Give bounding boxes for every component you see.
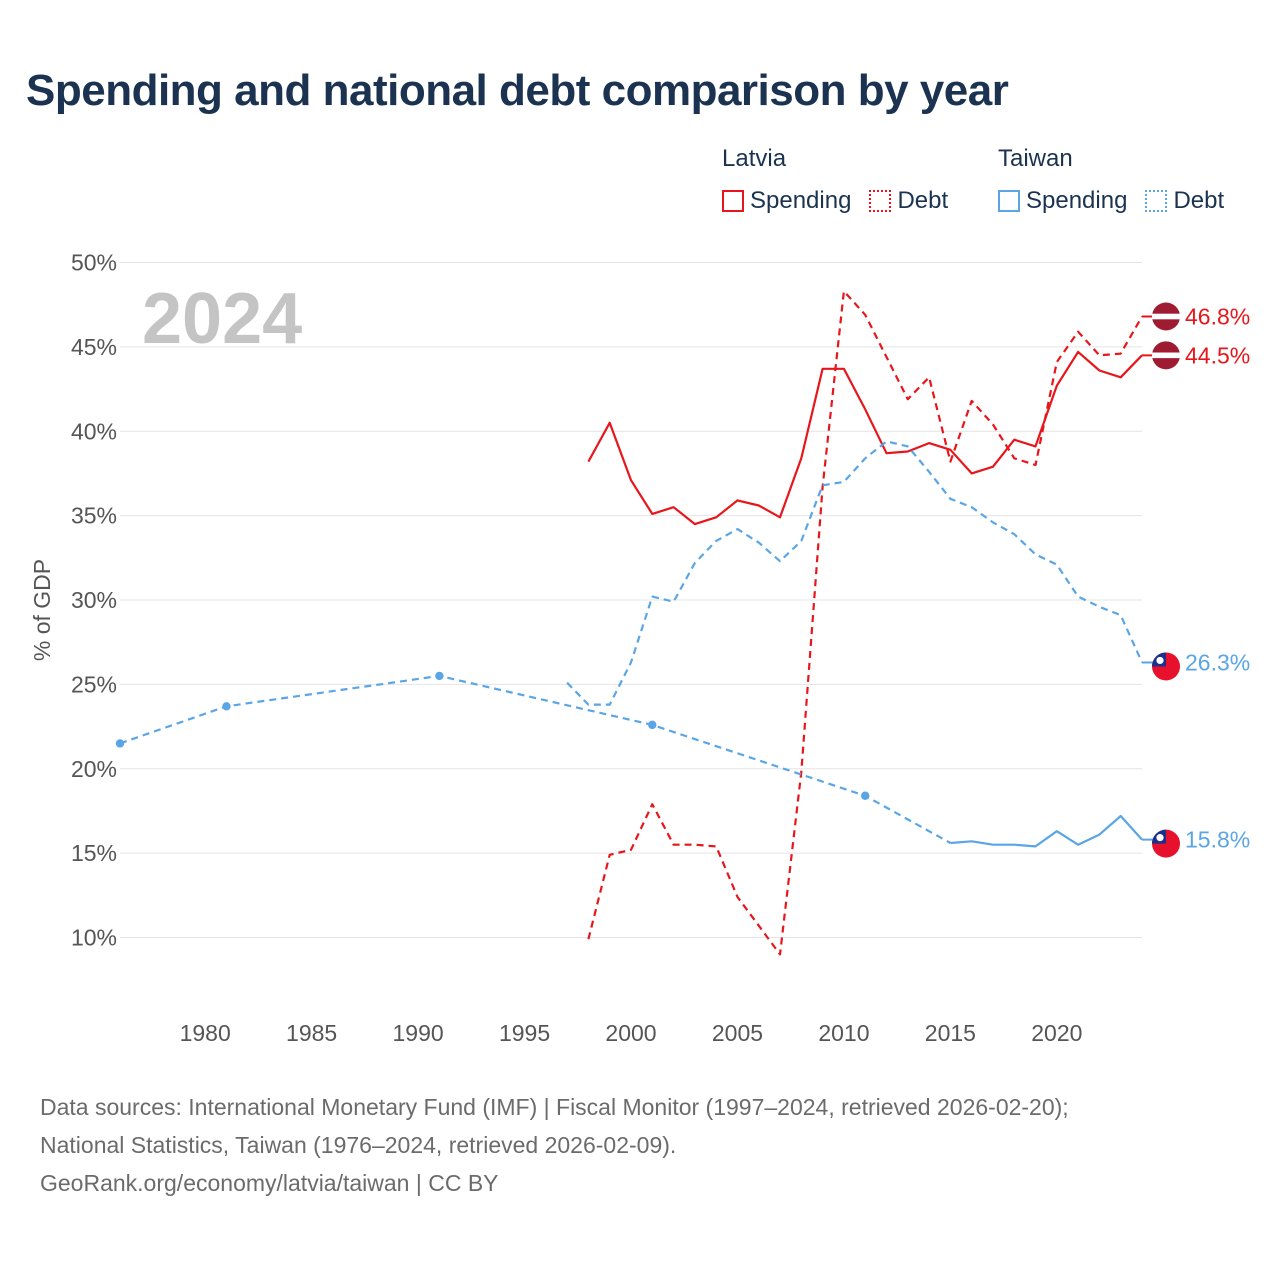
- gridlines: [120, 262, 1142, 938]
- legend-swatch-solid: [722, 190, 744, 212]
- legend-swatch-solid: [998, 190, 1020, 212]
- legend-item-latvia-debt[interactable]: Debt: [869, 186, 948, 216]
- legend-item-latvia-spending[interactable]: Spending: [722, 186, 851, 216]
- x-tick-label: 1985: [286, 1020, 337, 1046]
- y-tick-label: 15%: [71, 840, 117, 866]
- x-tick-label: 2005: [712, 1020, 763, 1046]
- x-tick-label: 2015: [925, 1020, 976, 1046]
- flag-latvia-icon: [1152, 341, 1180, 370]
- data-point[interactable]: [222, 702, 231, 711]
- legend-latvia: Latvia Spending Debt: [722, 144, 948, 216]
- year-watermark: 2024: [142, 279, 302, 359]
- legend-country-taiwan: Taiwan: [998, 145, 1073, 172]
- legend-taiwan: Taiwan Spending Debt: [998, 144, 1224, 216]
- x-tick-label: 1990: [392, 1020, 443, 1046]
- x-tick-label: 2000: [605, 1020, 656, 1046]
- y-tick-label: 50%: [71, 250, 117, 276]
- series-line-latvia-debt[interactable]: [587, 290, 1143, 956]
- x-tick-label: 2020: [1031, 1020, 1082, 1046]
- x-axis-ticks: 1980 1985 1990 1995 2000 2005 2010 2015 2020: [180, 1020, 1083, 1046]
- y-axis-label: % of GDP: [29, 559, 55, 661]
- flag-taiwan-icon: [1152, 652, 1180, 681]
- legend-swatch-dotted: [869, 190, 892, 212]
- end-value-label: 26.3%: [1185, 649, 1250, 675]
- y-axis-ticks: 10% 15% 20% 25% 30% 35% 40% 45% 50%: [71, 250, 117, 951]
- series-line-taiwan-debt[interactable]: [566, 440, 1144, 706]
- series-line-taiwan-spending[interactable]: [950, 814, 1143, 848]
- sources-line-3[interactable]: GeoRank.org/economy/latvia/taiwan | CC B…: [40, 1170, 499, 1196]
- sources-line-2: National Statistics, Taiwan (1976–2024, …: [40, 1132, 677, 1158]
- legend-label: Spending: [750, 187, 852, 214]
- end-value-label: 46.8%: [1185, 304, 1250, 330]
- y-tick-label: 10%: [71, 925, 117, 951]
- end-value-label: 44.5%: [1185, 342, 1250, 368]
- flag-taiwan-icon: [1152, 829, 1180, 858]
- x-tick-label: 1995: [499, 1020, 550, 1046]
- y-tick-label: 45%: [71, 334, 117, 360]
- end-value-label: 15.8%: [1185, 827, 1250, 853]
- series-lines: [115, 290, 1144, 956]
- data-point[interactable]: [648, 720, 657, 730]
- y-tick-label: 20%: [71, 756, 117, 782]
- sources-note: Data sources: International Monetary Fun…: [40, 1088, 1069, 1202]
- legend-country-latvia: Latvia: [722, 145, 787, 172]
- end-markers: 44.5% 46.8% 15.8% 26.3%: [1142, 302, 1250, 858]
- legend-label: Debt: [897, 187, 949, 214]
- data-point[interactable]: [435, 671, 444, 681]
- x-tick-label: 2010: [818, 1020, 869, 1046]
- x-tick-label: 1980: [180, 1020, 231, 1046]
- series-line-latvia-spending[interactable]: [587, 350, 1143, 526]
- y-tick-label: 40%: [71, 418, 117, 444]
- data-point[interactable]: [861, 791, 870, 800]
- y-tick-label: 30%: [71, 587, 117, 613]
- legend-swatch-dotted: [1145, 190, 1168, 212]
- data-point[interactable]: [115, 739, 125, 748]
- sources-line-1: Data sources: International Monetary Fun…: [40, 1094, 1069, 1120]
- series-line-taiwan-debt-early-[interactable]: [119, 674, 951, 844]
- chart-title: Spending and national debt comparison by…: [26, 66, 1009, 115]
- legend-label: Spending: [1026, 187, 1128, 214]
- legend-label: Debt: [1173, 187, 1225, 214]
- flag-latvia-icon: [1152, 302, 1180, 331]
- legend-item-taiwan-spending[interactable]: Spending: [998, 186, 1127, 216]
- y-tick-label: 35%: [71, 503, 117, 529]
- y-tick-label: 25%: [71, 671, 117, 697]
- legend-item-taiwan-debt[interactable]: Debt: [1145, 186, 1224, 216]
